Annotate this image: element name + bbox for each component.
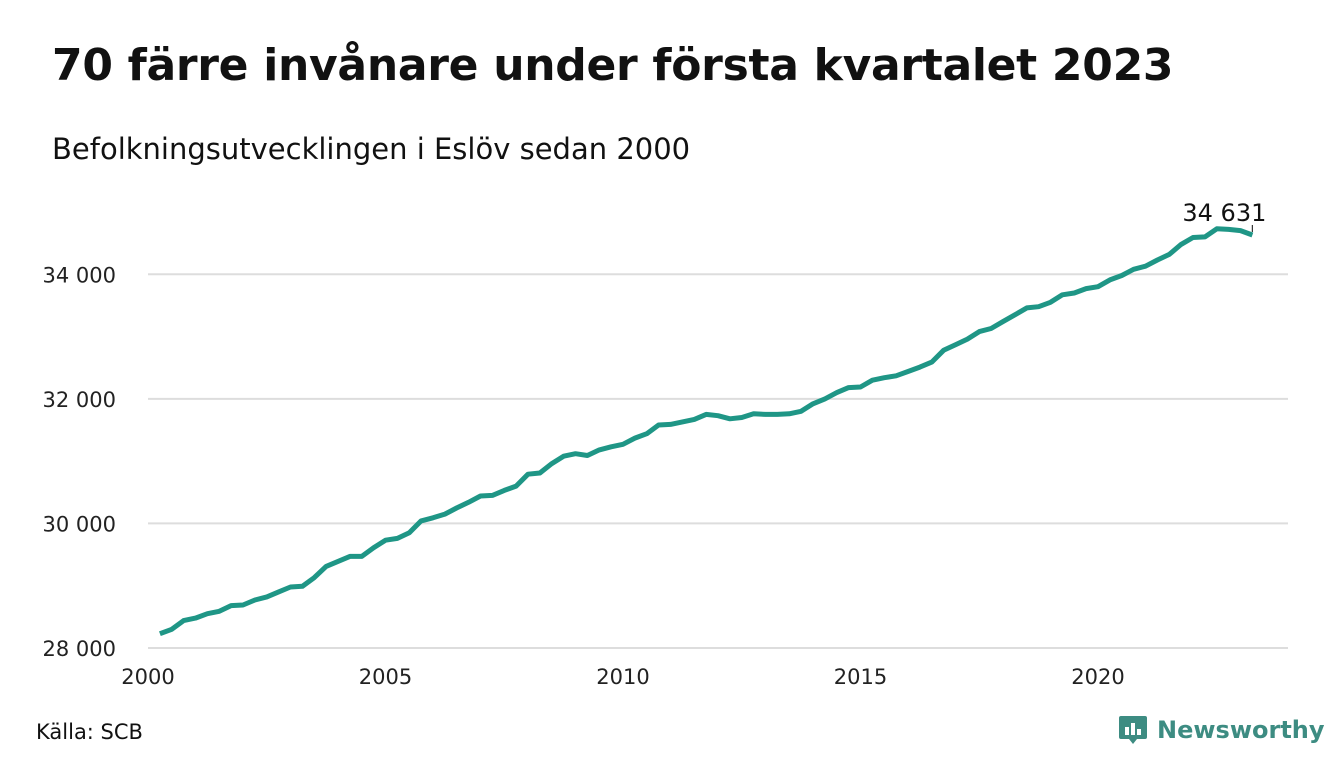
x-tick-label: 2020 xyxy=(1071,665,1124,689)
brand-logo: Newsworthy xyxy=(1118,714,1325,746)
y-axis-ticks: 28 000 30 000 32 000 34 000 xyxy=(43,263,116,661)
x-axis-ticks: 2000 2005 2010 2015 2020 xyxy=(121,665,1124,689)
source-note: Källa: SCB xyxy=(36,720,143,744)
chart-title: 70 färre invånare under första kvartalet… xyxy=(52,40,1174,91)
y-tick-label: 32 000 xyxy=(43,388,116,412)
newsworthy-logo-icon xyxy=(1119,716,1147,744)
x-tick-label: 2015 xyxy=(834,665,887,689)
x-tick-label: 2005 xyxy=(359,665,412,689)
line-chart: 28 000 30 000 32 000 34 000 2000 2005 2010 201… xyxy=(43,199,1288,689)
brand-name: Newsworthy xyxy=(1157,716,1325,744)
chart-subtitle: Befolkningsutvecklingen i Eslöv sedan 20… xyxy=(52,132,691,166)
gridlines xyxy=(148,273,1288,649)
x-tick-label: 2010 xyxy=(596,665,649,689)
y-tick-label: 34 000 xyxy=(43,263,116,287)
y-tick-label: 30 000 xyxy=(43,512,116,536)
population-line xyxy=(159,226,1254,637)
x-tick-label: 2000 xyxy=(121,665,174,689)
y-tick-label: 28 000 xyxy=(43,637,116,661)
end-value-label: 34 631 xyxy=(1182,199,1266,227)
